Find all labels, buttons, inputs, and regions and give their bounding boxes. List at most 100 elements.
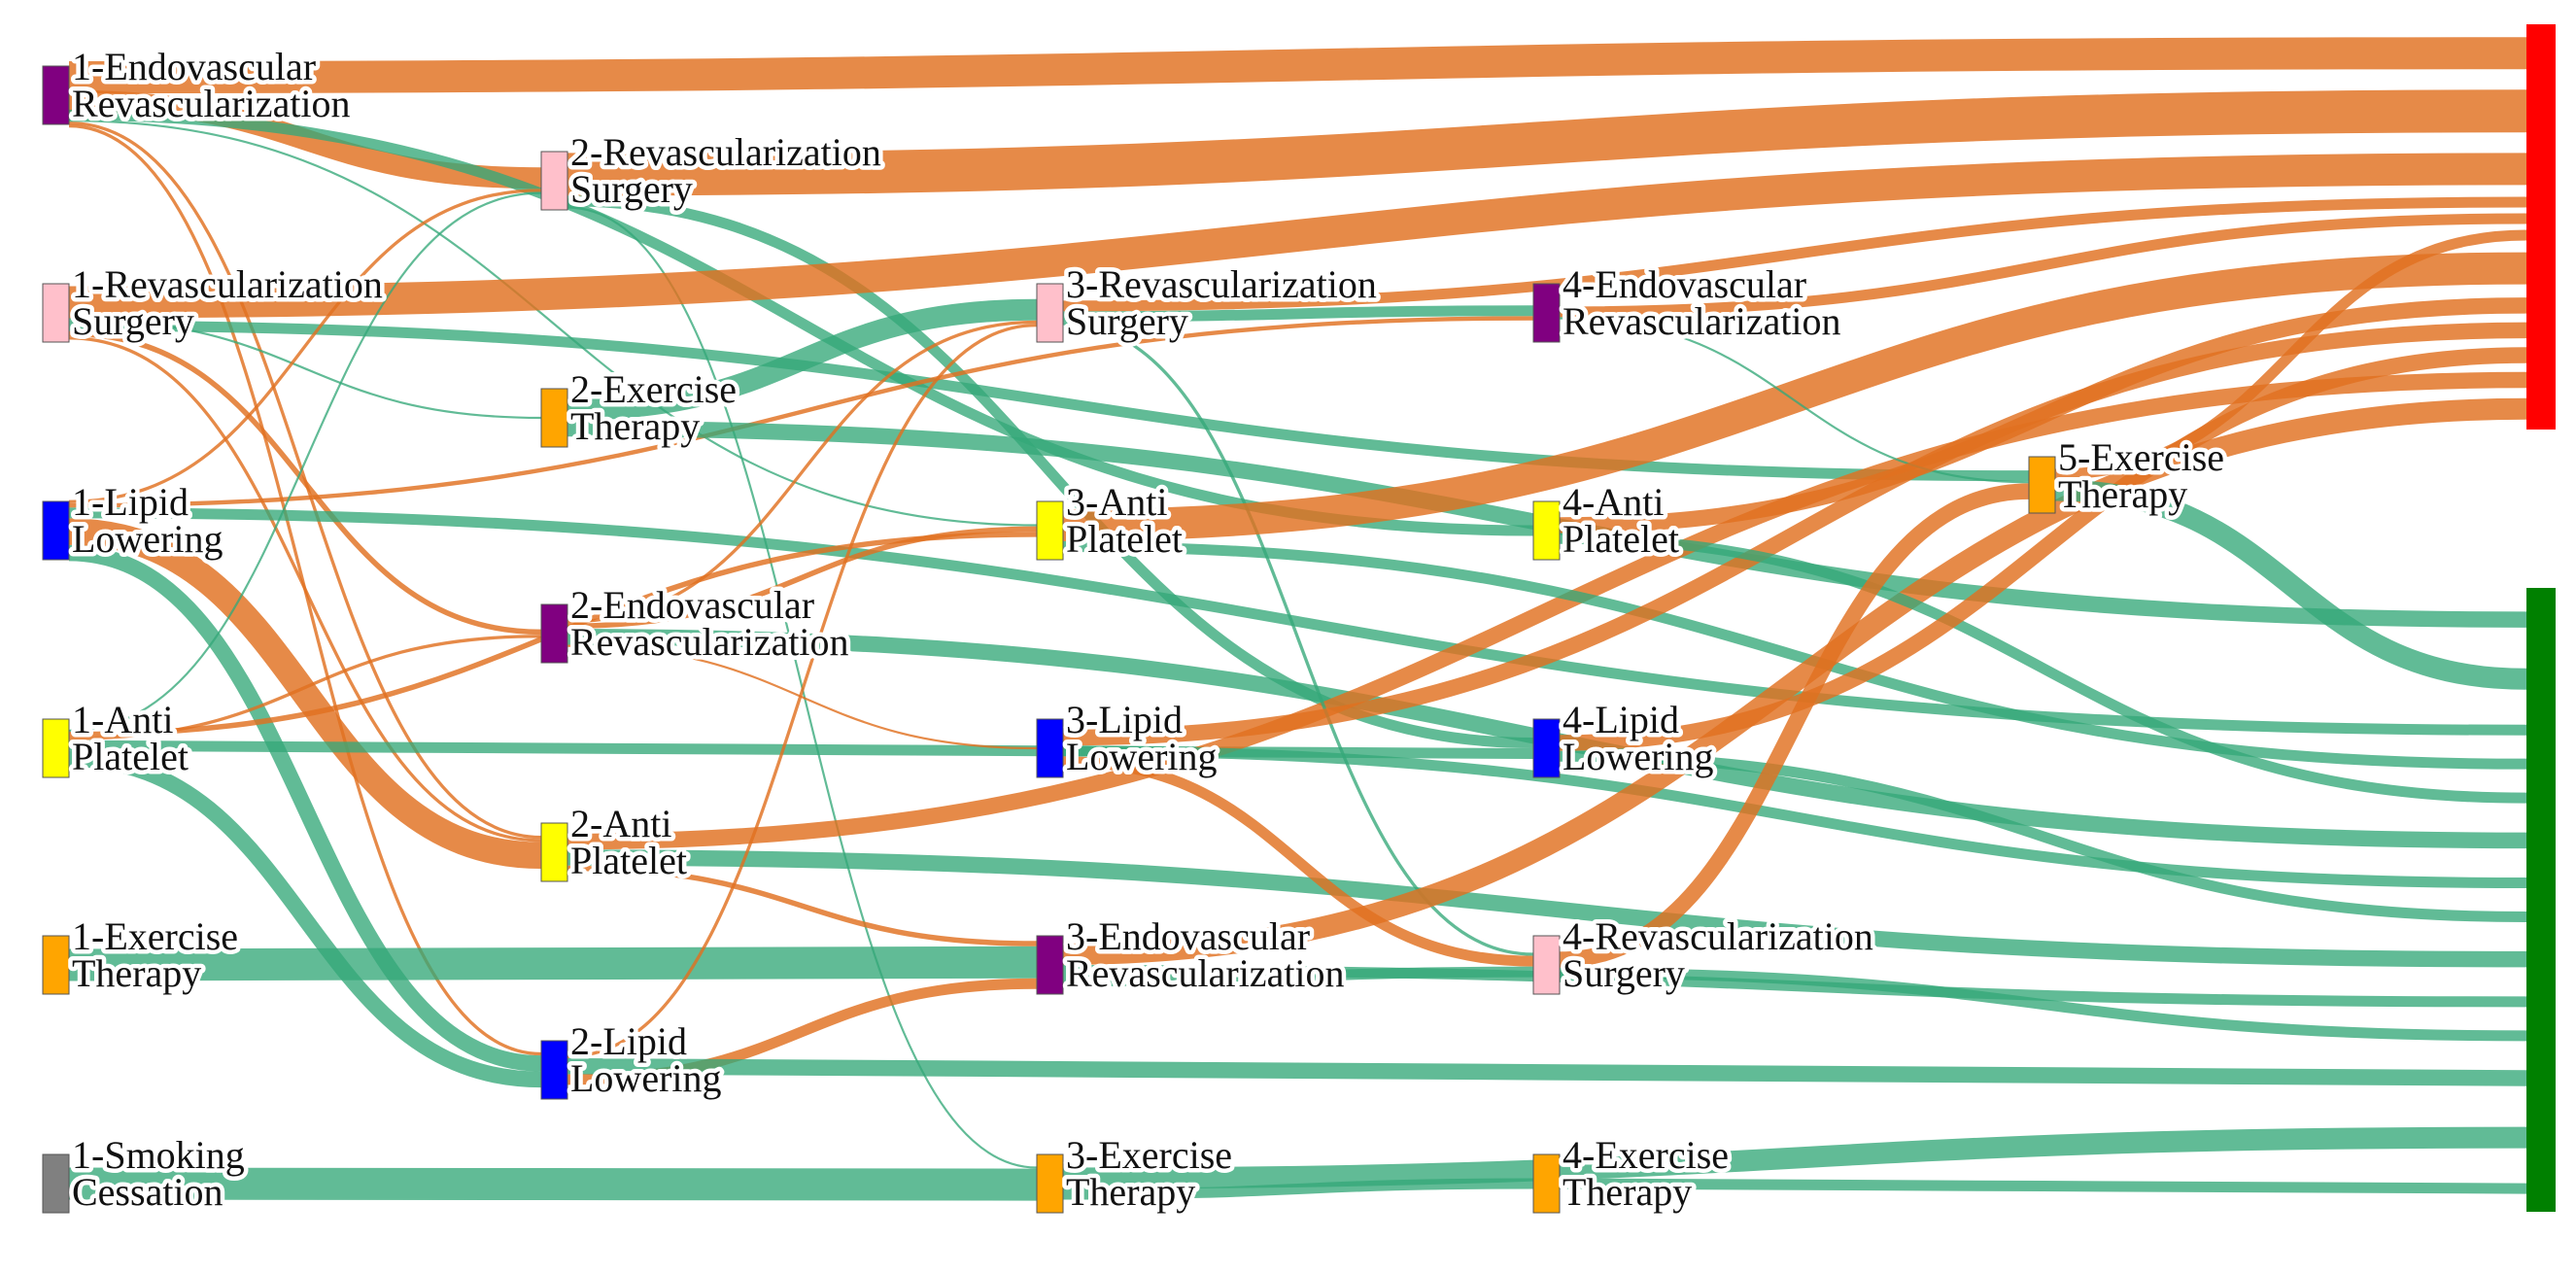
link-2-ex-to-3-surg xyxy=(567,298,1038,421)
node-label-line: Platelet xyxy=(570,839,687,882)
node-label-line: 2-Exercise xyxy=(570,367,737,411)
link-1-endo-to-out-red xyxy=(68,37,2527,94)
node-label-line: 4-Exercise xyxy=(1563,1133,1729,1177)
node-2-surg[interactable] xyxy=(540,151,568,211)
link-2-surg-to-out-red xyxy=(567,89,2527,196)
link-1-anti-to-2-lipid xyxy=(68,750,542,1088)
node-3-surg[interactable] xyxy=(1036,283,1064,343)
node-label-line: 1-Endovascular xyxy=(72,45,316,88)
node-1-anti[interactable] xyxy=(42,718,70,778)
link-1-surg-to-5-ex xyxy=(68,320,2030,482)
link-1-anti-to-2-endo xyxy=(68,635,542,740)
node-label-1-surg: 1-Revascularization Surgery xyxy=(72,262,383,343)
node-label-line: Platelet xyxy=(1066,517,1183,561)
node-label-line: 1-Lipid xyxy=(72,480,189,524)
node-4-lipid[interactable] xyxy=(1532,718,1561,778)
link-2-endo-to-3-anti xyxy=(567,526,1038,630)
link-4-endo-to-out-red xyxy=(1559,213,2527,318)
link-1-lipid-to-2-lipid xyxy=(68,544,542,1072)
link-3-lipid-to-4-surg xyxy=(1062,756,1534,967)
node-1-lipid[interactable] xyxy=(42,500,70,561)
node-3-endo[interactable] xyxy=(1036,935,1064,995)
link-3-anti-to-out-green xyxy=(1062,541,2527,770)
node-label-line: 3-Exercise xyxy=(1066,1133,1232,1177)
node-label-line: Revascularization xyxy=(570,620,849,664)
link-3-endo-to-out-green xyxy=(1062,965,2527,1008)
node-label-line: Therapy xyxy=(570,404,700,448)
node-label-5-ex: 5-Exercise Therapy xyxy=(2058,435,2224,516)
node-label-line: Revascularization xyxy=(1066,951,1345,995)
node-label-line: Cessation xyxy=(72,1170,223,1214)
link-4-lipid-to-out-green xyxy=(1559,750,2527,922)
link-2-endo-to-3-surg xyxy=(567,320,1038,624)
link-2-endo-to-3-lipid xyxy=(567,644,1038,750)
link-4-ex-to-out-green xyxy=(1559,1178,2527,1194)
node-3-lipid[interactable] xyxy=(1036,718,1064,778)
node-2-anti[interactable] xyxy=(540,822,568,882)
node-label-4-surg: 4-Revascularization Surgery xyxy=(1563,914,1873,995)
node-label-line: 3-Revascularization xyxy=(1066,262,1377,306)
node-label-line: 5-Exercise xyxy=(2058,435,2224,479)
node-4-surg[interactable] xyxy=(1532,935,1561,995)
link-1-endo-to-2-surg xyxy=(68,89,542,189)
node-label-line: Therapy xyxy=(1066,1170,1195,1214)
node-3-ex[interactable] xyxy=(1036,1153,1064,1214)
node-out-red[interactable] xyxy=(2526,24,2556,430)
node-4-ex[interactable] xyxy=(1532,1153,1561,1214)
link-4-lipid-to-out-red xyxy=(1559,347,2527,751)
node-1-endo[interactable] xyxy=(42,65,70,125)
node-label-line: 1-Smoking xyxy=(72,1133,245,1177)
node-label-line: 1-Revascularization xyxy=(72,262,383,306)
node-out-green[interactable] xyxy=(2526,588,2556,1212)
node-5-ex[interactable] xyxy=(2028,456,2056,514)
link-4-surg-to-5-ex xyxy=(1559,483,2030,968)
link-3-surg-to-4-surg xyxy=(1062,322,1534,956)
node-2-lipid[interactable] xyxy=(540,1040,568,1100)
node-label-line: 3-Lipid xyxy=(1066,698,1183,741)
node-label-line: 3-Endovascular xyxy=(1066,914,1310,958)
node-label-1-anti: 1-Anti Platelet xyxy=(72,698,189,778)
node-label-line: 2-Revascularization xyxy=(570,130,881,174)
node-label-line: 4-Revascularization xyxy=(1563,914,1873,958)
link-4-surg-to-out-green xyxy=(1559,967,2527,1042)
link-3-lipid-to-out-green xyxy=(1062,745,2527,889)
node-label-1-endo: 1-Endovascular Revascularization xyxy=(72,45,351,125)
node-label-4-anti: 4-Anti Platelet xyxy=(1563,480,1679,561)
node-2-endo[interactable] xyxy=(540,603,568,664)
link-2-lipid-to-out-green xyxy=(567,1057,2527,1086)
node-label-2-endo: 2-Endovascular Revascularization xyxy=(570,583,849,664)
link-1-surg-to-2-endo xyxy=(68,330,542,636)
node-label-line: 2-Anti xyxy=(570,802,671,845)
node-label-line: Platelet xyxy=(1563,517,1679,561)
node-3-anti[interactable] xyxy=(1036,500,1064,561)
node-label-1-smoke: 1-Smoking Cessation xyxy=(72,1133,245,1214)
sankey-links xyxy=(68,37,2527,1201)
link-4-endo-to-5-ex xyxy=(1559,317,2030,484)
link-3-anti-to-out-red xyxy=(1062,252,2527,541)
node-1-surg[interactable] xyxy=(42,283,70,343)
node-4-endo[interactable] xyxy=(1532,283,1561,343)
link-1-surg-to-out-red xyxy=(68,153,2527,319)
node-label-2-ex: 2-Exercise Therapy xyxy=(570,367,737,448)
node-1-smoke[interactable] xyxy=(42,1153,70,1214)
node-label-line: Revascularization xyxy=(72,82,351,125)
node-label-2-anti: 2-Anti Platelet xyxy=(570,802,687,882)
node-label-line: Therapy xyxy=(72,951,201,995)
node-label-line: Lowering xyxy=(570,1056,722,1100)
node-label-3-lipid: 3-Lipid Lowering xyxy=(1066,698,1218,778)
node-label-line: 4-Anti xyxy=(1563,480,1664,524)
link-3-ex-to-out-green xyxy=(1062,1126,2527,1189)
node-label-line: 4-Lipid xyxy=(1563,698,1679,741)
node-label-line: Therapy xyxy=(1563,1170,1692,1214)
node-4-anti[interactable] xyxy=(1532,500,1561,561)
node-2-ex[interactable] xyxy=(540,388,568,448)
node-label-1-lipid: 1-Lipid Lowering xyxy=(72,480,223,561)
node-label-line: 1-Anti xyxy=(72,698,173,741)
node-label-3-ex: 3-Exercise Therapy xyxy=(1066,1133,1232,1214)
link-1-surg-to-2-ex xyxy=(68,318,542,420)
node-label-line: Therapy xyxy=(2058,472,2187,516)
node-label-4-lipid: 4-Lipid Lowering xyxy=(1563,698,1714,778)
node-label-3-surg: 3-Revascularization Surgery xyxy=(1066,262,1377,343)
node-label-line: Platelet xyxy=(72,735,189,778)
node-1-ex[interactable] xyxy=(42,935,70,995)
